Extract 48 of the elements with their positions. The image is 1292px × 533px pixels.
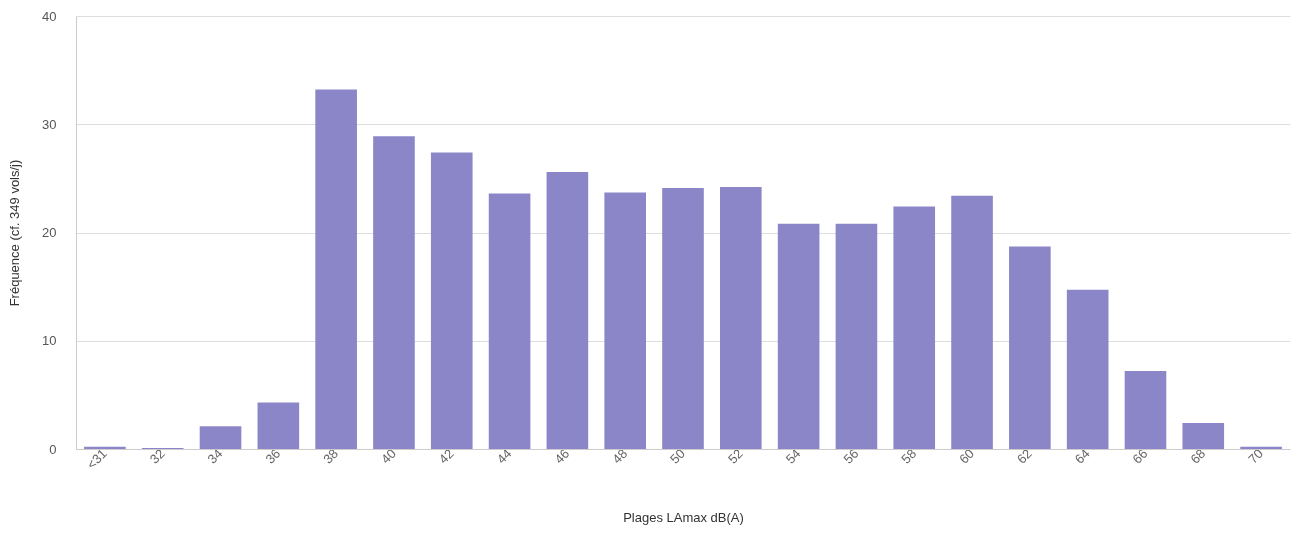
bar <box>835 223 878 449</box>
x-tick-label: 36 <box>262 445 284 467</box>
bar <box>430 152 473 449</box>
x-tick-label: 52 <box>724 445 746 467</box>
y-tick-label: 10 <box>42 333 57 349</box>
x-tick-label: 42 <box>435 445 457 467</box>
x-tick-label: 38 <box>320 445 342 467</box>
bar <box>1009 246 1051 449</box>
x-tick-label: 56 <box>840 445 862 467</box>
bar <box>1124 371 1167 449</box>
x-tick-label: 46 <box>551 445 573 467</box>
bar <box>84 446 126 449</box>
bar <box>199 426 242 449</box>
bar <box>1066 289 1109 449</box>
x-tick-label: 62 <box>1013 445 1035 467</box>
bar <box>893 206 936 449</box>
bar <box>604 192 646 449</box>
x-tick-label: 68 <box>1187 445 1209 467</box>
x-axis-title: Plages LAmax dB(A) <box>623 510 744 526</box>
x-tick-label: 40 <box>378 445 399 467</box>
x-tick-label: 64 <box>1071 445 1093 467</box>
bar <box>373 136 415 449</box>
y-tick-label: 0 <box>49 441 57 457</box>
x-tick-label: 34 <box>204 445 226 467</box>
x-tick-label: 48 <box>609 445 631 467</box>
bar <box>662 188 704 449</box>
x-tick-label: <31 <box>83 445 110 473</box>
x-tick-label: 70 <box>1245 445 1267 467</box>
bar <box>546 171 589 449</box>
bar <box>1182 423 1225 449</box>
bar <box>257 402 300 449</box>
x-tick-label: 54 <box>782 445 804 467</box>
bar <box>1240 446 1282 449</box>
bar <box>720 187 762 449</box>
bar <box>777 223 820 449</box>
x-tick-label: 66 <box>1129 445 1151 467</box>
x-tick-label: 50 <box>667 445 688 467</box>
bar <box>315 89 357 449</box>
x-tick-label: 32 <box>146 445 168 467</box>
bar <box>488 193 531 449</box>
y-tick-label: 30 <box>42 116 57 132</box>
x-tick-label: 60 <box>956 445 977 467</box>
y-tick-label: 20 <box>42 225 57 240</box>
x-tick-label: 58 <box>898 445 920 467</box>
x-tick-label: 44 <box>493 445 515 467</box>
bar <box>951 195 993 449</box>
y-tick-label: 40 <box>42 8 57 24</box>
y-axis-title: Fréquence (cf. 349 vols/j) <box>7 159 23 307</box>
